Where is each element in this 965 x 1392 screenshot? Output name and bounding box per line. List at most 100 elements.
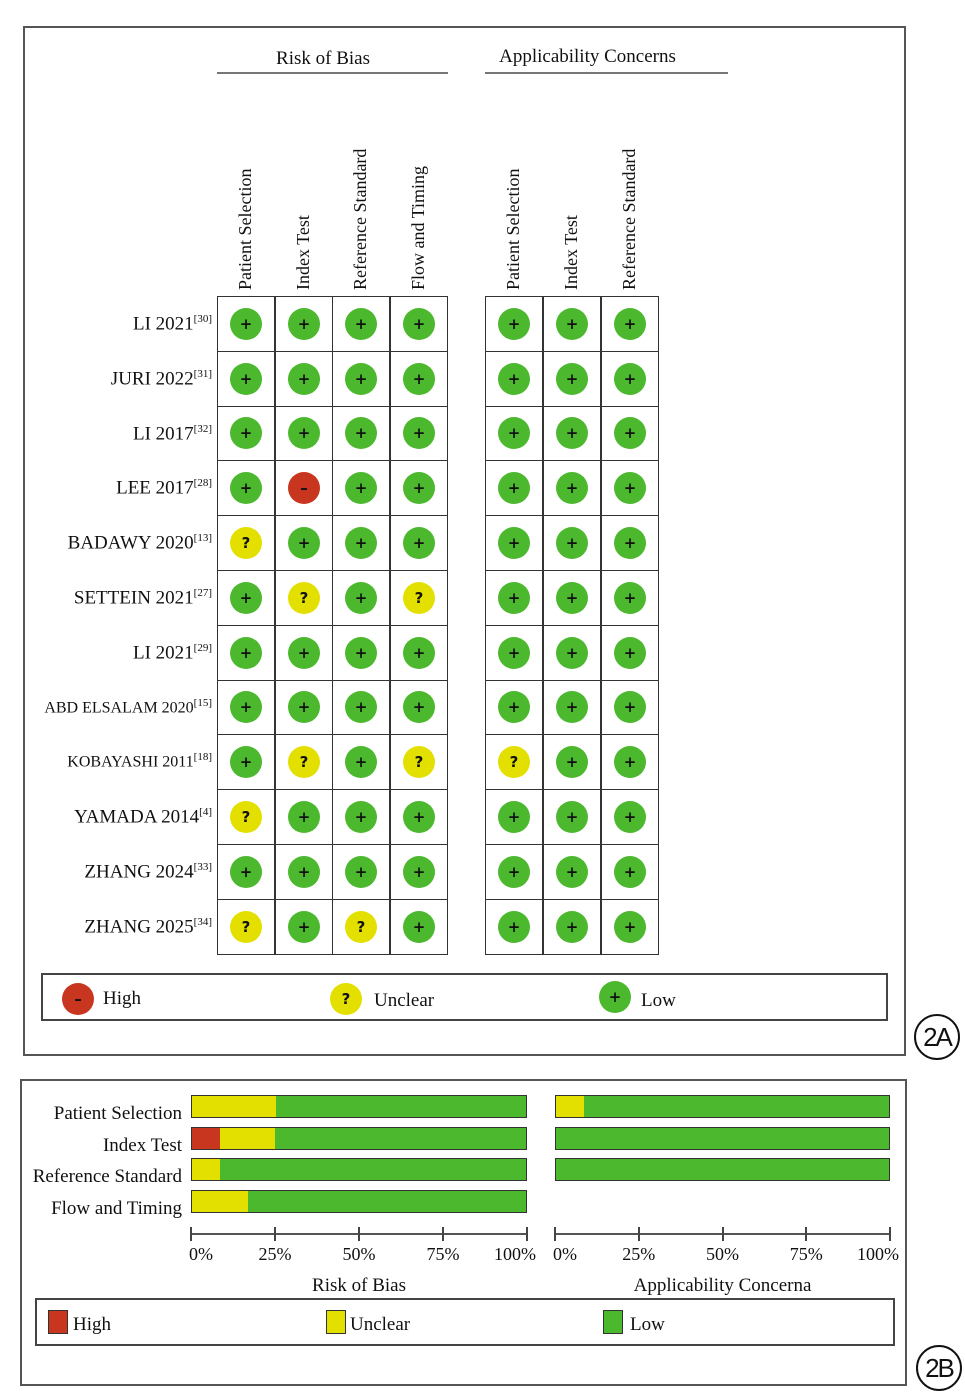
- rob-column-header: Patient Selection: [235, 168, 255, 290]
- x-tick-label: 50%: [342, 1244, 376, 1264]
- panel-a-legend: – High ? Unclear + Low: [41, 973, 888, 1021]
- low-icon: +: [599, 981, 631, 1013]
- low-icon: +: [345, 472, 377, 505]
- study-label: ZHANG 2024[33]: [84, 861, 212, 883]
- app-cell: +: [601, 844, 659, 900]
- study-name: SETTEIN 2021: [73, 587, 194, 609]
- app-cell: +: [543, 350, 601, 407]
- low-icon: +: [230, 581, 262, 614]
- rob-cell: ?: [217, 789, 275, 845]
- app-cell: +: [485, 296, 543, 352]
- app-cell: +: [601, 460, 659, 517]
- unclear-icon: ?: [230, 527, 262, 560]
- rob-cell: +: [390, 405, 448, 462]
- panel-a-frame: [23, 26, 906, 1056]
- low-icon: +: [403, 910, 435, 943]
- low-icon: +: [556, 691, 588, 724]
- rob-column-header: Reference Standard: [350, 148, 370, 290]
- low-icon: +: [345, 746, 377, 779]
- low-icon: +: [230, 746, 262, 779]
- bar-segment-unclear: [192, 1191, 248, 1212]
- rob-cell: +: [217, 405, 275, 462]
- app-column-header: Index Test: [561, 215, 581, 290]
- low-icon: +: [556, 746, 588, 779]
- panel-a-badge: 2A: [914, 1014, 960, 1060]
- low-icon: +: [498, 307, 530, 340]
- panel-title: Risk of Bias: [312, 1275, 406, 1296]
- app-cell: +: [485, 624, 543, 681]
- bar-segment-unclear: [192, 1159, 220, 1180]
- rob-cell: +: [332, 789, 390, 845]
- low-icon: +: [230, 691, 262, 724]
- study-ref: [27]: [193, 587, 212, 599]
- rob-cell: +: [390, 679, 448, 736]
- rob-cell: ?: [275, 570, 333, 626]
- rob-cell: +: [275, 350, 333, 407]
- app-cell: +: [601, 405, 659, 462]
- x-tick: [637, 1227, 640, 1241]
- app-cell: +: [601, 624, 659, 681]
- low-icon: +: [288, 307, 320, 340]
- x-tick-label: 75%: [789, 1244, 823, 1264]
- unclear-icon: ?: [230, 801, 262, 834]
- app-cell: +: [543, 789, 601, 845]
- low-icon: +: [498, 362, 530, 395]
- app-cell: +: [543, 679, 601, 736]
- rob-cell: +: [217, 296, 275, 352]
- app-cell: +: [543, 296, 601, 352]
- stacked-bar: [191, 1190, 527, 1213]
- x-tick-label: 50%: [706, 1244, 739, 1264]
- study-name: YAMADA 2014: [74, 806, 200, 828]
- bar-segment-low: [247, 1191, 526, 1212]
- low-icon: +: [556, 801, 588, 834]
- unclear-icon: ?: [498, 746, 530, 779]
- bar-segment-low: [219, 1159, 526, 1180]
- rob-cell: +: [332, 844, 390, 900]
- low-icon: +: [230, 362, 262, 395]
- study-label: YAMADA 2014[4]: [74, 806, 212, 828]
- low-icon: +: [614, 746, 646, 779]
- rob-cell: +: [217, 624, 275, 681]
- x-tick-label: 0%: [553, 1244, 577, 1264]
- low-icon: +: [288, 636, 320, 669]
- rob-cell: ?: [217, 898, 275, 955]
- rob-cell: –: [275, 460, 333, 517]
- app-cell: +: [543, 570, 601, 626]
- low-icon: +: [556, 362, 588, 395]
- study-name: LEE 2017: [116, 477, 194, 499]
- app-cell: +: [601, 296, 659, 352]
- study-ref: [30]: [193, 313, 212, 325]
- study-name: ZHANG 2024: [84, 861, 194, 883]
- app-cell: +: [485, 460, 543, 517]
- bar-segment-unclear: [219, 1128, 276, 1149]
- rob-cell: +: [217, 734, 275, 791]
- low-icon: +: [403, 307, 435, 340]
- low-icon: +: [403, 636, 435, 669]
- unclear-icon: ?: [403, 581, 435, 614]
- bar-segment-low: [556, 1159, 889, 1180]
- stacked-bar: [555, 1158, 890, 1181]
- legend-swatch-low: [603, 1310, 623, 1334]
- app-cell: +: [485, 570, 543, 626]
- rob-cell: +: [390, 296, 448, 352]
- low-icon: +: [288, 855, 320, 888]
- category-label: Reference Standard: [32, 1166, 182, 1187]
- low-icon: +: [288, 801, 320, 834]
- low-icon: +: [498, 581, 530, 614]
- app-cell: +: [543, 734, 601, 791]
- app-cell: +: [485, 844, 543, 900]
- low-icon: +: [614, 472, 646, 505]
- study-name: LI 2021: [132, 642, 194, 664]
- low-icon: +: [614, 417, 646, 450]
- rob-cell: ?: [275, 734, 333, 791]
- bar-segment-low: [275, 1096, 526, 1117]
- panel-b-frame: [20, 1079, 907, 1386]
- app-cell: +: [543, 515, 601, 571]
- study-name: KOBAYASHI 2011: [67, 753, 194, 771]
- unclear-icon: ?: [288, 746, 320, 779]
- bar-segment-low: [583, 1096, 889, 1117]
- study-label: KOBAYASHI 2011[18]: [67, 751, 212, 771]
- legend-low: Low: [641, 990, 676, 1011]
- rob-cell: +: [217, 460, 275, 517]
